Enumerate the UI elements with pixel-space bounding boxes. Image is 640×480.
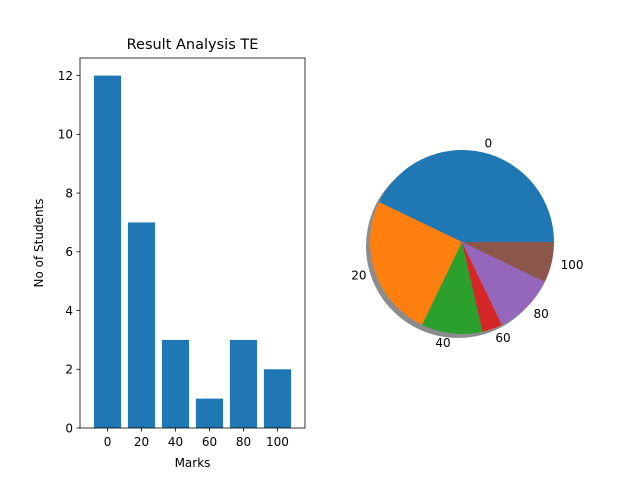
chart-title: Result Analysis TE: [127, 37, 259, 53]
bar-100: [263, 369, 292, 428]
bars-group: [93, 75, 292, 428]
x-tick-label: 100: [266, 435, 289, 449]
y-tick-label: 0: [65, 421, 73, 435]
x-tick-label: 20: [134, 435, 149, 449]
pie-slice-100: [462, 242, 554, 282]
y-tick-label: 10: [58, 128, 73, 142]
bar-chart: Result Analysis TE 0 20 40 60 80 100 0 2 4 6 8 10 1…: [32, 37, 306, 470]
y-tick-label: 6: [65, 245, 73, 259]
plot-frame: [79, 57, 306, 429]
pie-labels: 0 20 40 60 80 100: [351, 137, 583, 350]
pie-slice-60: [462, 242, 502, 332]
y-tick-label: 2: [65, 363, 73, 377]
pie-label: 40: [435, 336, 450, 350]
pie-slice-40: [422, 242, 483, 334]
pie-slice-20: [370, 202, 462, 325]
pie-label: 80: [534, 307, 549, 321]
pie-slice-80: [462, 242, 545, 325]
pie-chart: 0 20 40 60 80 100: [351, 137, 583, 350]
pie-label: 20: [351, 269, 366, 283]
bar-0: [93, 75, 122, 428]
pie-label: 0: [485, 137, 493, 151]
pie-label: 100: [561, 258, 584, 272]
bar-20: [127, 222, 156, 428]
bar-40: [161, 339, 190, 428]
pie-slice-0: [379, 150, 554, 242]
bar-60: [195, 398, 224, 428]
y-tick-label: 8: [65, 186, 73, 200]
x-tick-label: 40: [168, 435, 183, 449]
bar-80: [229, 339, 258, 428]
x-tick-label: 80: [236, 435, 251, 449]
x-tick-label: 60: [202, 435, 217, 449]
y-tick-label: 4: [65, 304, 73, 318]
x-ticks: 0 20 40 60 80 100: [104, 428, 289, 449]
y-ticks: 0 2 4 6 8 10 12: [58, 69, 80, 435]
pie-slices: [370, 150, 554, 334]
x-tick-label: 0: [104, 435, 112, 449]
x-axis-label: Marks: [175, 456, 211, 470]
pie-label: 60: [495, 331, 510, 345]
y-axis-label: No of Students: [32, 198, 46, 287]
y-tick-label: 12: [58, 69, 73, 83]
